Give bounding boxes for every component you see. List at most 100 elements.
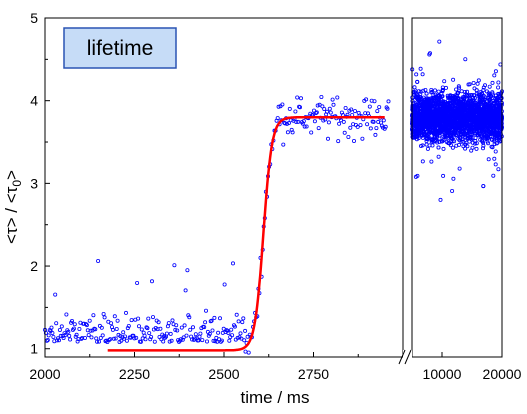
data-point [414, 72, 419, 77]
data-point [420, 143, 425, 148]
data-point [428, 96, 433, 101]
data-point [375, 109, 380, 114]
data-point [374, 126, 379, 131]
data-point [290, 130, 295, 135]
data-point [152, 339, 157, 344]
data-point [447, 101, 452, 106]
data-point [482, 83, 487, 88]
data-point [484, 136, 489, 141]
data-point [446, 105, 451, 110]
data-point [232, 324, 237, 329]
data-point [414, 104, 419, 109]
data-point [470, 93, 475, 98]
data-point [57, 327, 62, 332]
data-point [491, 102, 496, 107]
data-point [492, 156, 497, 161]
data-point [203, 320, 208, 325]
data-point [481, 184, 486, 189]
data-point [498, 114, 503, 119]
data-point [475, 104, 480, 109]
data-point [126, 323, 131, 328]
data-point [437, 136, 442, 141]
data-point [428, 110, 433, 115]
data-point [471, 93, 476, 98]
data-point [453, 96, 458, 101]
data-point [456, 99, 461, 104]
data-point [450, 145, 455, 150]
data-point [497, 104, 502, 109]
data-point [423, 100, 428, 105]
data-point [456, 142, 461, 147]
data-point [185, 268, 190, 273]
data-point [448, 94, 453, 99]
data-point [343, 106, 348, 111]
data-point [315, 103, 320, 108]
data-point [495, 115, 500, 120]
data-point [454, 114, 459, 119]
data-point [431, 97, 436, 102]
data-point [149, 279, 154, 284]
data-point [474, 141, 479, 146]
data-point [450, 188, 455, 193]
data-point [486, 157, 491, 162]
data-point [64, 312, 69, 317]
data-point [434, 138, 439, 143]
data-point [364, 97, 369, 102]
data-point [456, 124, 461, 129]
data-point [493, 108, 498, 113]
data-point [246, 350, 251, 355]
data-point [293, 109, 298, 114]
data-point [331, 102, 336, 107]
data-point [454, 87, 459, 92]
data-point [312, 119, 317, 124]
data-point [499, 125, 504, 130]
data-point [430, 143, 435, 148]
data-point [434, 99, 439, 104]
data-point [320, 104, 325, 109]
data-point [429, 139, 434, 144]
data-point [301, 119, 306, 124]
data-point [437, 123, 442, 128]
data-point [124, 338, 129, 343]
data-point [439, 115, 444, 120]
data-point [471, 119, 476, 124]
data-point [172, 263, 177, 268]
data-point [430, 95, 435, 100]
data-point [422, 111, 427, 116]
data-point [382, 126, 387, 131]
data-point [222, 282, 227, 287]
data-point [348, 125, 353, 130]
data-point [327, 106, 332, 111]
data-point [294, 120, 299, 125]
data-point [276, 104, 281, 109]
data-point [463, 146, 468, 151]
data-point [471, 81, 476, 86]
x-tick-label: 2000 [29, 366, 60, 382]
data-point [419, 121, 424, 126]
y-tick-label: 1 [30, 341, 38, 357]
x-tick-label: 2500 [208, 366, 239, 382]
data-point [460, 137, 465, 142]
data-point [488, 122, 493, 127]
data-point [419, 133, 424, 138]
data-point [479, 138, 484, 143]
legend-box: lifetime [63, 27, 177, 69]
x-tick-label: 2250 [119, 366, 150, 382]
data-point [456, 136, 461, 141]
data-point [490, 90, 495, 95]
data-point [210, 328, 215, 333]
data-point [164, 331, 169, 336]
data-point [94, 336, 99, 341]
data-point [175, 328, 180, 333]
data-point [57, 338, 62, 343]
data-point [431, 118, 436, 123]
data-point [440, 101, 445, 106]
data-point [190, 325, 195, 330]
data-point [461, 119, 466, 124]
data-point [107, 337, 112, 342]
data-point [79, 336, 84, 341]
data-point [95, 339, 100, 344]
data-point [213, 339, 218, 344]
data-point [412, 90, 417, 95]
data-point [496, 110, 501, 115]
